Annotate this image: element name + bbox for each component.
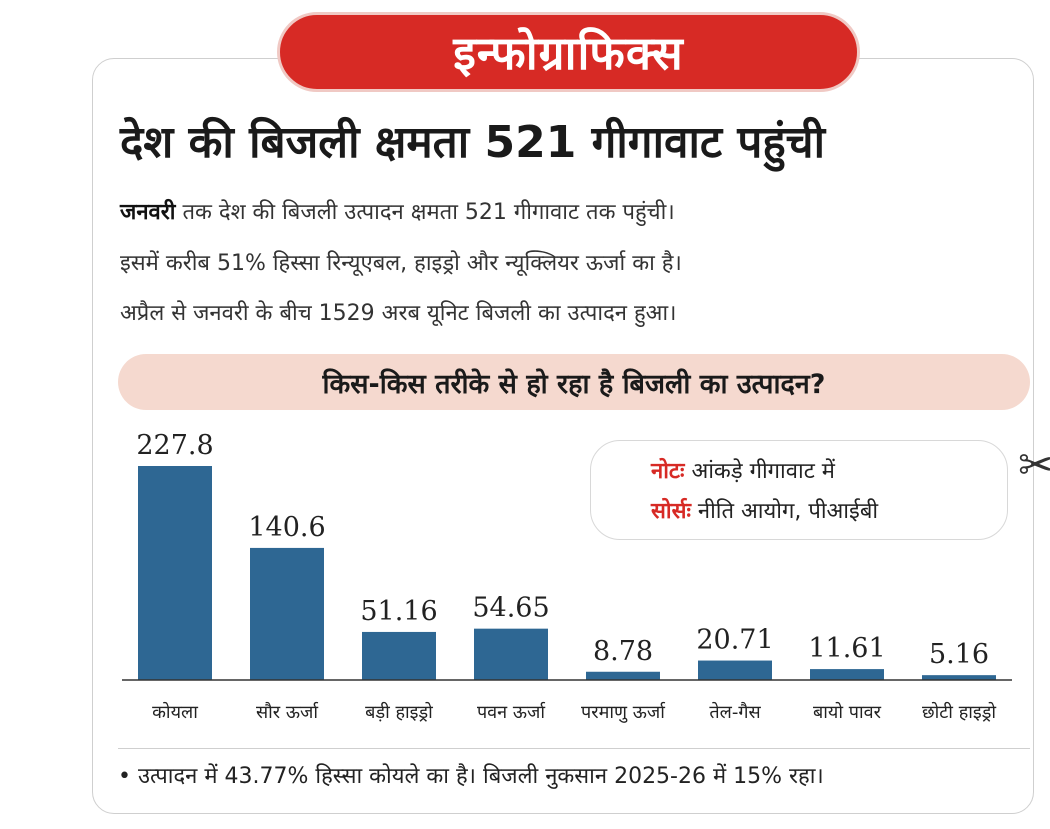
note-text: आंकड़े गीगावाट में bbox=[684, 459, 835, 484]
footer-divider bbox=[118, 748, 1030, 749]
chart-bars bbox=[138, 466, 996, 680]
category-label-6: बायो पावर bbox=[813, 701, 882, 723]
header-banner: इन्फोग्राफिक्स bbox=[277, 12, 860, 92]
chart-value-labels: 227.8 140.6 51.16 54.65 8.78 20.71 11.61 5.16 bbox=[136, 430, 989, 670]
source-label: सोर्सः bbox=[651, 499, 691, 524]
banner-text: इन्फोग्राफिक्स bbox=[453, 26, 684, 80]
value-label-4: 8.78 bbox=[593, 636, 653, 667]
category-label-4: परमाणु ऊर्जा bbox=[581, 701, 666, 723]
subheading-band: किस-किस तरीके से हो रहा है बिजली का उत्प… bbox=[118, 354, 1030, 410]
description-line-1-text: तक देश की बिजली उत्पादन क्षमता 521 गीगाव… bbox=[175, 200, 675, 225]
description-line-3: अप्रैल से जनवरी के बीच 1529 अरब यूनिट बि… bbox=[120, 301, 677, 326]
chart-category-labels: कोयला सौर ऊर्जा बड़ी हाइड्रो पवन ऊर्जा परमाण… bbox=[152, 701, 996, 723]
value-label-7: 5.16 bbox=[929, 639, 989, 670]
bar-2 bbox=[362, 631, 436, 680]
value-label-6: 11.61 bbox=[808, 633, 885, 664]
note-box: नोटः आंकड़े गीगावाट में सोर्सः नीति आयोग… bbox=[590, 440, 1008, 540]
value-label-2: 51.16 bbox=[360, 596, 437, 627]
value-label-0: 227.8 bbox=[136, 430, 213, 461]
bar-1 bbox=[250, 547, 324, 680]
bar-5 bbox=[698, 660, 772, 680]
chart-subheading: किस-किस तरीके से हो रहा है बिजली का उत्प… bbox=[322, 368, 826, 400]
description-line-2: इसमें करीब 51% हिस्सा रिन्यूएबल, हाइड्रो… bbox=[120, 251, 682, 276]
category-label-7: छोटी हाइड्रो bbox=[922, 701, 996, 723]
value-label-5: 20.71 bbox=[696, 625, 773, 656]
bar-4 bbox=[586, 671, 660, 680]
category-label-0: कोयला bbox=[152, 701, 198, 723]
category-label-2: बड़ी हाइड्रो bbox=[365, 701, 433, 723]
category-label-5: तेल-गैस bbox=[709, 701, 761, 723]
scissors-icon: ✂ bbox=[1018, 440, 1050, 491]
category-label-1: सौर ऊर्जा bbox=[256, 701, 319, 723]
bar-6 bbox=[810, 669, 884, 680]
page-title: देश की बिजली क्षमता 521 गीगावाट पहुंची bbox=[120, 117, 826, 168]
category-label-3: पवन ऊर्जा bbox=[477, 701, 546, 723]
bar-7 bbox=[922, 675, 996, 680]
description-line-1: जनवरी तक देश की बिजली उत्पादन क्षमता 521… bbox=[120, 196, 675, 226]
bar-3 bbox=[474, 628, 548, 680]
value-label-1: 140.6 bbox=[248, 512, 325, 543]
value-label-3: 54.65 bbox=[472, 593, 549, 624]
description-bold-word: जनवरी bbox=[120, 200, 176, 225]
footer-note: • उत्पादन में 43.77% हिस्सा कोयले का है।… bbox=[118, 764, 824, 789]
infographic-card bbox=[92, 58, 1034, 814]
source-line: सोर्सः नीति आयोग, पीआईबी bbox=[651, 495, 878, 525]
note-line: नोटः आंकड़े गीगावाट में bbox=[651, 455, 835, 485]
source-text: नीति आयोग, पीआईबी bbox=[690, 499, 879, 524]
bar-0 bbox=[138, 466, 212, 680]
note-label: नोटः bbox=[651, 459, 685, 484]
